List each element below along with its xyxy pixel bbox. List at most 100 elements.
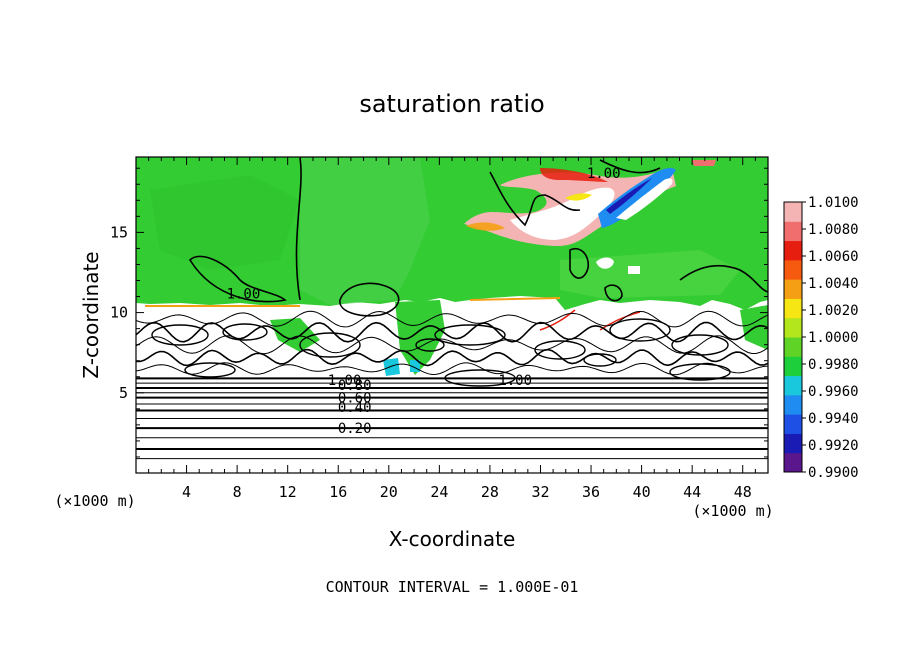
supersat-top: [692, 160, 716, 166]
subsat-core: [606, 178, 652, 214]
contour-lines: [136, 157, 768, 460]
colorbar-swatch: [784, 202, 802, 222]
colorbar-swatch: [784, 221, 802, 242]
x-tick-label: 28: [481, 483, 499, 501]
contour-line: [136, 348, 768, 367]
colorbar-tick-label: 0.9900: [808, 465, 859, 481]
contour-loop: [415, 338, 445, 352]
x-tick-label: 40: [633, 483, 651, 501]
contour-loop: [444, 369, 516, 387]
x-axis-unit: (×1000 m): [692, 502, 773, 520]
contour-labels: 1.001.001.001.000.800.600.400.20: [227, 166, 621, 437]
contour-label: 1.00: [587, 166, 621, 182]
colorbar-swatch: [784, 394, 802, 415]
x-axis-title: X-coordinate: [389, 527, 516, 551]
green-intrusion-2: [270, 318, 320, 352]
colorbar-swatch: [784, 452, 802, 473]
contour-line: [188, 255, 287, 303]
y-axis-unit: (×1000 m): [54, 492, 135, 510]
colorbar-tick-label: 1.0020: [808, 303, 859, 319]
contour-line: [569, 248, 590, 279]
supersat-red: [540, 168, 608, 182]
colorbar-tick-label: 0.9980: [808, 357, 859, 373]
colorbar-swatch: [784, 433, 802, 454]
contour-label: 0.80: [338, 378, 372, 394]
cyan-patch: [383, 358, 400, 376]
y-axis-title: Z-coordinate: [79, 251, 103, 378]
y-tick-label: 15: [110, 223, 128, 241]
supersat-core: [510, 187, 615, 240]
colorbar-swatch: [784, 337, 802, 357]
contour-label: 1.00: [227, 286, 261, 302]
contour-line: [489, 171, 581, 227]
plot-area: [136, 157, 768, 473]
contour-interval-note: CONTOUR INTERVAL = 1.000E-01: [326, 578, 579, 596]
contour-label: 0.20: [338, 421, 372, 437]
contour-line: [136, 362, 768, 376]
x-tick-label: 24: [430, 483, 448, 501]
x-tick-label: 20: [380, 483, 398, 501]
field-shade-1: [300, 158, 430, 305]
x-axis: 4 8 12 16 20 24 28 32 36 40 44 48: [148, 157, 756, 501]
x-tick-label: 48: [734, 483, 752, 501]
contour-label: 0.40: [338, 400, 372, 416]
contour-loop: [151, 324, 209, 346]
colorbar-tick-label: 0.9940: [808, 411, 859, 427]
contour-loop: [671, 334, 729, 356]
colorbar-tick-label: 1.0080: [808, 222, 859, 238]
colorbar-swatch: [784, 298, 802, 319]
contour-loop: [669, 363, 731, 381]
field-shade-2: [150, 175, 300, 270]
x-tick-label: 16: [329, 483, 347, 501]
contour-loop: [434, 324, 506, 346]
contour-line: [679, 264, 768, 293]
supersat-spot-2: [628, 266, 640, 274]
colorbar-tick-label: 1.0060: [808, 249, 859, 265]
contour-loop: [184, 362, 236, 378]
y-tick-label: 5: [119, 384, 128, 402]
contour-line: [136, 335, 768, 355]
cloud-top-edge: [145, 297, 561, 307]
colorbar: 1.0100 1.0080 1.0060 1.0040 1.0020 1.0000 0.99…: [783, 195, 859, 481]
contour-line: [136, 321, 768, 343]
subsat-white: [616, 178, 673, 220]
x-tick-label: 44: [683, 483, 701, 501]
contour-loop: [299, 332, 361, 358]
x-tick-label: 12: [279, 483, 297, 501]
contour-label: 1.00: [328, 373, 362, 389]
contour-label: 1.00: [498, 373, 532, 389]
contour-line: [339, 282, 400, 317]
colorbar-swatch: [784, 375, 802, 396]
supersat-orange: [466, 222, 505, 231]
x-tick-label: 4: [182, 483, 191, 501]
chart-title: saturation ratio: [359, 90, 544, 118]
x-tick-label: 32: [531, 483, 549, 501]
contour-line: [604, 284, 623, 302]
colorbar-swatch: [784, 279, 802, 299]
contour-line: [599, 159, 661, 174]
supersat-spot: [596, 257, 614, 269]
colorbar-swatch: [784, 414, 802, 434]
contour-loop: [222, 323, 268, 341]
colorbar-tick-label: 1.0000: [808, 330, 859, 346]
colorbar-tick-label: 1.0040: [808, 276, 859, 292]
contour-loop: [609, 318, 671, 342]
colorbar-tick-label: 0.9960: [808, 384, 859, 400]
contour-label: 0.60: [338, 391, 372, 407]
colorbar-swatch: [784, 356, 802, 377]
colorbar-tick-label: 1.0100: [808, 195, 859, 211]
colorbar-swatch: [784, 317, 802, 338]
colorbar-tick-label: 0.9920: [808, 438, 859, 454]
contour-line: [295, 157, 302, 301]
green-intrusion-1: [395, 300, 445, 375]
y-axis: 5 10 15: [110, 167, 768, 458]
supersat-yellow: [565, 193, 592, 201]
x-tick-label: 36: [582, 483, 600, 501]
y-tick-label: 10: [110, 304, 128, 322]
contour-loop: [534, 340, 586, 360]
contour-loop: [583, 353, 617, 367]
colorbar-swatch: [784, 259, 802, 280]
subsat-streak: [598, 168, 676, 228]
x-tick-label: 8: [233, 483, 242, 501]
